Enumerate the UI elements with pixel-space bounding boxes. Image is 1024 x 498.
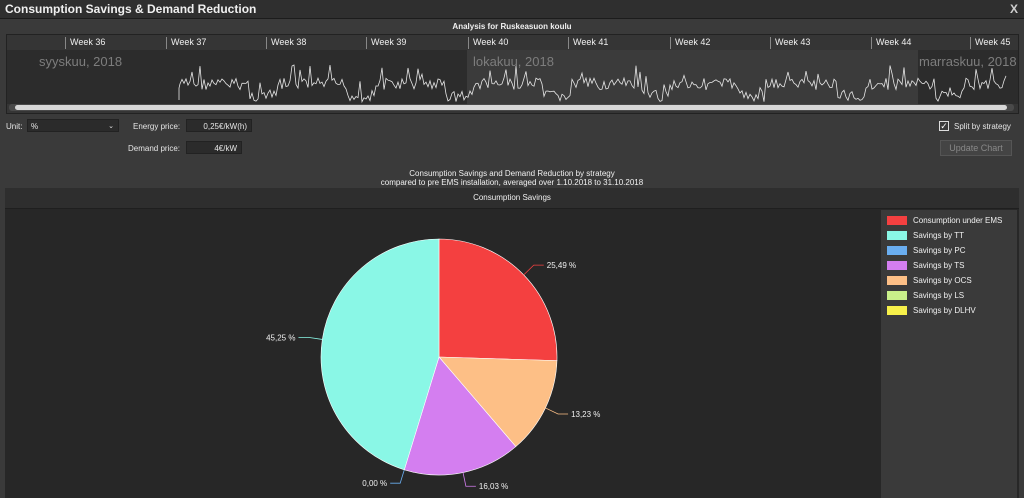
month-label: lokakuu, 2018 [473,54,554,69]
pie-label-savings-by-pc: 0,00 % [362,479,387,488]
pie-leader-savings-by-ts [462,472,476,487]
chart-title: Consumption Savings and Demand Reduction… [409,169,615,178]
close-button[interactable]: X [1009,2,1018,16]
week-label: Week 45 [970,37,1010,49]
week-label: Week 40 [468,37,508,49]
month-label: syyskuu, 2018 [39,54,123,69]
legend-label: Savings by DLHV [913,306,976,315]
week-label: Week 43 [770,37,810,49]
split-by-strategy-label: Split by strategy [954,122,1011,131]
chart-panel: Consumption Savings 25,49 % 13,23 % 16,03 … [5,188,1019,498]
pie-slice-consumption-under-ems[interactable] [438,238,558,361]
legend-swatch [887,306,907,315]
pie-chart-title: Consumption Savings [5,188,1019,209]
window-title: Consumption Savings & Demand Reduction [5,2,257,16]
pie-leader-savings-by-ocs [545,407,569,415]
pie-leader-savings-by-pc [390,469,405,484]
legend-label: Savings by TS [913,261,965,270]
unit-select[interactable]: % ⌄ [27,119,119,132]
pie-label-savings-by-ocs: 13,23 % [571,410,600,419]
legend-swatch [887,231,907,240]
consumption-sparkline [7,50,1018,104]
pie-leader-savings-by-tt [298,336,323,340]
update-chart-button[interactable]: Update Chart [940,140,1012,156]
pie-label-consumption-under-ems: 25,49 % [547,261,576,270]
legend-swatch [887,261,907,270]
chart-legend: Consumption under EMS Savings by TT Saving… [881,210,1017,498]
week-label: Week 42 [670,37,710,49]
week-label: Week 37 [166,37,206,49]
week-label: Week 41 [568,37,608,49]
analysis-title: Analysis for Ruskeasuon koulu [452,22,572,31]
energy-price-input[interactable]: 0,25€/kW(h) [186,119,252,132]
legend-swatch [887,276,907,285]
legend-swatch [887,246,907,255]
legend-swatch [887,216,907,225]
scrollbar-thumb[interactable] [15,105,1007,110]
month-label: marraskuu, 2018 [919,54,1017,69]
week-label: Week 39 [366,37,406,49]
legend-label: Savings by TT [913,231,964,240]
chevron-down-icon: ⌄ [108,123,114,130]
week-axis: Week 36 Week 37 Week 38 Week 39 Week 40 … [7,35,1018,49]
legend-label: Savings by PC [913,246,966,255]
pie-leader-consumption-under-ems [523,264,544,276]
energy-price-label: Energy price: [133,122,181,131]
timeline-navigator[interactable]: Week 36 Week 37 Week 38 Week 39 Week 40 … [6,34,1019,114]
chart-subtitle: compared to pre EMS installation, averag… [380,178,644,187]
pie-chart: 25,49 % 13,23 % 16,03 % 0,00 % 45,25 % [266,238,600,491]
legend-label: Savings by LS [913,291,965,300]
unit-label: Unit: [6,122,23,131]
pie-label-savings-by-ts: 16,03 % [479,482,508,491]
title-bar: Consumption Savings & Demand Reduction X [0,0,1024,19]
timeline-scrollbar[interactable] [9,104,1014,111]
unit-value: % [31,122,39,131]
legend-swatch [887,291,907,300]
pie-label-savings-by-tt: 45,25 % [266,333,295,342]
week-label: Week 38 [266,37,306,49]
split-by-strategy-checkbox[interactable]: ✓ [939,121,949,131]
demand-price-label: Demand price: [128,144,181,153]
legend-label: Consumption under EMS [913,216,1003,225]
week-label: Week 36 [65,37,105,49]
pie-slice-savings-by-ocs[interactable] [438,356,558,448]
legend-label: Savings by OCS [913,276,972,285]
demand-price-input[interactable]: 4€/kW [186,141,242,154]
week-label: Week 44 [871,37,911,49]
